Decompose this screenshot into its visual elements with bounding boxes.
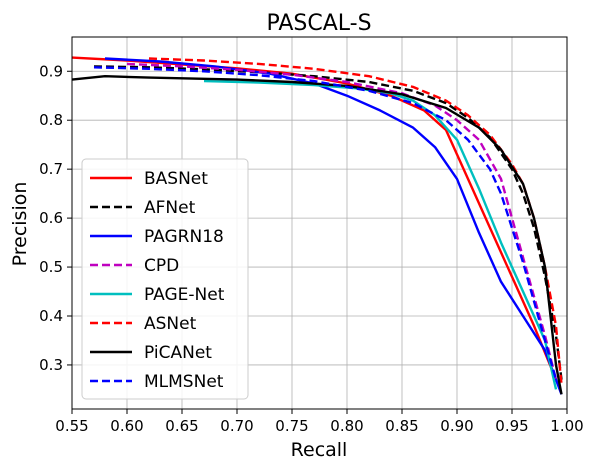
plot-frame bbox=[71, 36, 568, 410]
series-lines bbox=[71, 56, 563, 395]
x-tick-label: 0.70 bbox=[220, 417, 253, 435]
series-line-mlmsnet bbox=[93, 66, 558, 380]
y-tick-label: 0.8 bbox=[39, 111, 63, 129]
y-axis-ticks: 0.3 0.4 0.5 0.6 0.7 0.8 0.9 bbox=[39, 62, 72, 374]
legend-label: PAGRN18 bbox=[144, 227, 224, 247]
x-tick-label: 0.85 bbox=[385, 417, 418, 435]
series-line-picanet bbox=[71, 74, 563, 395]
y-tick-label: 0.4 bbox=[39, 307, 63, 325]
x-tick-label: 0.55 bbox=[55, 417, 88, 435]
legend-box bbox=[81, 158, 249, 400]
series-line-pagrn18 bbox=[104, 57, 563, 395]
chart-title: PASCAL-S bbox=[266, 11, 371, 36]
x-tick-label: 0.95 bbox=[495, 417, 528, 435]
y-tick-label: 0.9 bbox=[39, 62, 63, 80]
legend: BASNet AFNet PAGRN18 CPD PAGE-Net ASNet PiCANe… bbox=[81, 158, 249, 400]
x-tick-label: 0.75 bbox=[275, 417, 308, 435]
y-tick-label: 0.5 bbox=[39, 258, 63, 276]
x-tick-label: 1.00 bbox=[550, 417, 583, 435]
legend-label: MLMSNet bbox=[144, 372, 224, 392]
x-tick-label: 0.60 bbox=[110, 417, 143, 435]
y-tick-label: 0.7 bbox=[39, 160, 63, 178]
y-tick-label: 0.3 bbox=[39, 356, 63, 374]
series-line-cpd bbox=[126, 62, 558, 380]
legend-label: BASNet bbox=[144, 169, 208, 189]
x-tick-label: 0.65 bbox=[165, 417, 198, 435]
y-axis-label: Precision bbox=[9, 182, 31, 267]
legend-label: AFNet bbox=[144, 198, 196, 218]
x-axis-ticks: 0.55 0.60 0.65 0.70 0.75 0.80 0.85 0.90 0.95 1.00 bbox=[55, 409, 584, 435]
x-tick-label: 0.90 bbox=[440, 417, 473, 435]
x-axis-label: Recall bbox=[291, 439, 348, 461]
legend-label: PAGE-Net bbox=[144, 285, 225, 305]
legend-label: ASNet bbox=[144, 314, 197, 334]
legend-label: PiCANet bbox=[144, 343, 212, 363]
y-tick-label: 0.6 bbox=[39, 209, 63, 227]
legend-label: CPD bbox=[144, 256, 179, 276]
series-line-afnet bbox=[93, 65, 563, 380]
series-line-page-net bbox=[203, 79, 558, 390]
x-tick-label: 0.80 bbox=[330, 417, 363, 435]
